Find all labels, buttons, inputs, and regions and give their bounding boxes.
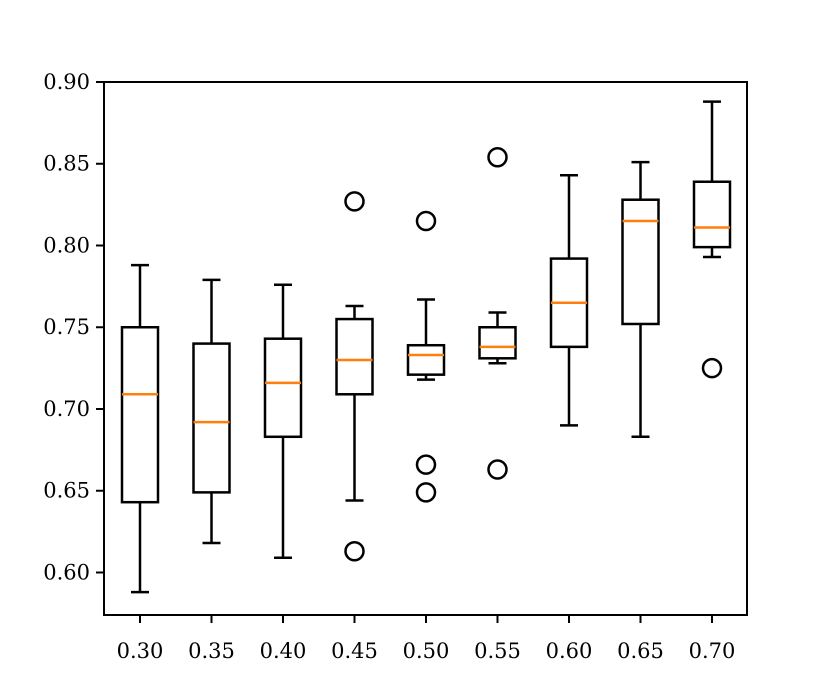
box-group-0-60 (549, 173, 589, 427)
y-tick-label: 0.85 (43, 152, 90, 176)
iqr-box (692, 180, 732, 249)
x-tick-label: 0.30 (117, 639, 164, 663)
box-group-0-45 (335, 191, 374, 562)
plot-frame (103, 81, 748, 616)
outlier-point (415, 454, 437, 475)
y-tick-label: 0.60 (43, 560, 90, 584)
box-series (120, 100, 732, 594)
box-group-0-50 (406, 210, 446, 503)
box-group-0-35 (192, 278, 231, 545)
box-group-0-30 (120, 263, 160, 594)
box-group-0-55 (478, 146, 517, 480)
y-tick-label: 0.75 (43, 315, 90, 339)
iqr-box (621, 198, 660, 326)
x-axis: 0.30 0.35 0.40 0.45 0.50 0.55 0.60 0.65 0.70 (117, 615, 736, 663)
y-axis: 0.60 0.65 0.70 0.75 0.80 0.85 0.90 (43, 70, 104, 584)
iqr-box (192, 342, 231, 494)
iqr-box (335, 317, 374, 396)
iqr-box (263, 337, 303, 439)
box-group-0-70 (692, 100, 732, 379)
outlier-point (415, 482, 437, 503)
y-tick-label: 0.90 (43, 70, 90, 94)
iqr-box (478, 325, 517, 360)
x-tick-label: 0.45 (331, 639, 378, 663)
outlier-point (344, 191, 365, 212)
x-tick-label: 0.65 (617, 639, 664, 663)
x-tick-label: 0.50 (403, 639, 450, 663)
x-tick-label: 0.60 (546, 639, 593, 663)
outlier-point (701, 357, 723, 379)
y-tick-label: 0.80 (43, 233, 90, 257)
outlier-point (344, 540, 365, 562)
x-tick-label: 0.55 (474, 639, 521, 663)
outlier-point (487, 146, 508, 168)
iqr-box (120, 325, 160, 504)
iqr-box (406, 343, 446, 376)
x-tick-label: 0.70 (689, 639, 736, 663)
outlier-point (415, 210, 437, 232)
box-group-0-40 (263, 283, 303, 560)
y-tick-label: 0.65 (43, 479, 90, 503)
x-tick-label: 0.40 (260, 639, 307, 663)
y-tick-label: 0.70 (43, 397, 90, 421)
box-group-0-65 (621, 160, 660, 439)
x-tick-label: 0.35 (188, 639, 235, 663)
outlier-point (487, 459, 508, 480)
